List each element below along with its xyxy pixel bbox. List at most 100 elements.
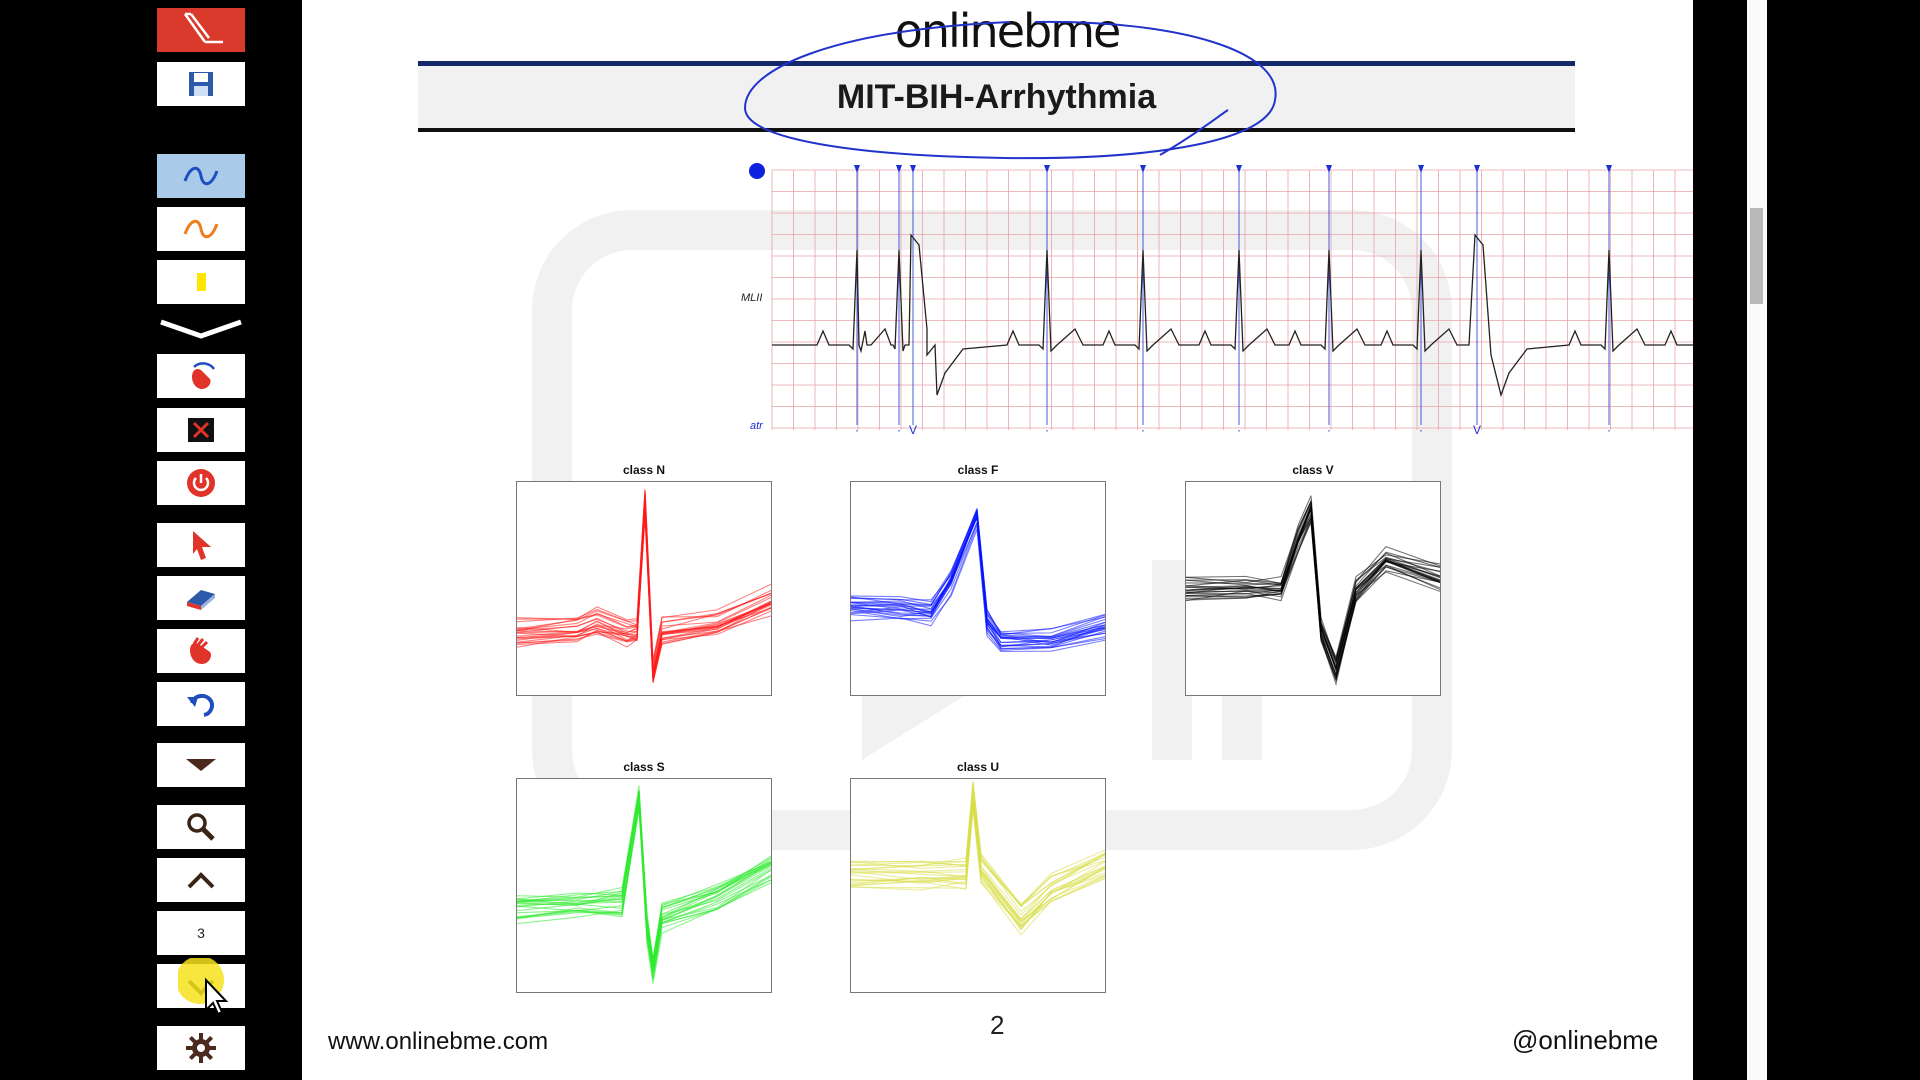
waveform-trace <box>851 529 1105 653</box>
lead-label: MLII <box>741 292 762 304</box>
orange-pen-icon <box>183 219 219 239</box>
vertical-scrollbar[interactable] <box>1747 0 1767 1080</box>
beat-label: · <box>1419 423 1423 437</box>
beat-markers: ··V·····V·· <box>854 165 1612 437</box>
beat-label: · <box>1607 423 1611 437</box>
pen-logo-button[interactable] <box>157 8 245 52</box>
right-margin <box>1767 0 1920 1080</box>
menu-toggle-button[interactable] <box>157 743 245 787</box>
waveform-trace <box>851 515 1105 650</box>
scrollbar-thumb[interactable] <box>1750 208 1763 304</box>
page-number-field[interactable]: 3 <box>157 911 245 955</box>
ecg-trace <box>772 233 1693 398</box>
chevron-down-icon <box>187 979 215 996</box>
panel-title: class U <box>956 760 1000 774</box>
pointer-button[interactable] <box>157 523 245 567</box>
beat-marker-arrow <box>854 165 860 173</box>
waveform-trace <box>851 510 1105 635</box>
power-button[interactable] <box>157 461 245 505</box>
collapse-toolbar-button[interactable] <box>157 318 245 342</box>
title-bar: MIT-BIH-Arrhythmia <box>418 66 1575 132</box>
beat-marker-arrow <box>1418 165 1424 173</box>
beat-label: · <box>1045 423 1049 437</box>
panel-title: class S <box>623 760 665 774</box>
beat-label: V <box>909 423 917 437</box>
undo-button[interactable] <box>157 682 245 726</box>
eraser-button[interactable] <box>157 576 245 620</box>
triangle-down-icon <box>186 759 216 771</box>
footer-handle: @onlinebme <box>1512 1025 1659 1055</box>
hand-button[interactable] <box>157 629 245 673</box>
beat-label: · <box>1237 423 1241 437</box>
search-icon <box>187 813 215 841</box>
beat-label: · <box>1141 423 1145 437</box>
undo-icon <box>187 694 215 717</box>
chevron-up-icon <box>187 872 215 889</box>
waveform-trace <box>517 504 771 677</box>
beat-marker-arrow <box>1474 165 1480 173</box>
zoom-search-button[interactable] <box>157 805 245 849</box>
scroll-gutter <box>1693 0 1747 1080</box>
previous-page-button[interactable] <box>157 858 245 902</box>
waveform-trace <box>851 803 1105 923</box>
waveform-trace <box>517 807 771 979</box>
panel-waveforms <box>1186 495 1440 687</box>
waveform-trace <box>851 801 1105 931</box>
laser-pointer-button[interactable] <box>157 354 245 398</box>
hand-laser-icon <box>192 362 216 389</box>
clear-ink-icon <box>188 418 214 442</box>
ecg-strip: ··V·····V·· MLII atr <box>741 163 1693 437</box>
waveform-trace <box>851 803 1105 928</box>
waveform-trace <box>851 514 1105 648</box>
beat-class-panel <box>850 778 1106 993</box>
beat-label: · <box>855 423 859 437</box>
next-page-button[interactable] <box>157 964 245 1008</box>
blue-pen-button[interactable] <box>157 154 245 198</box>
waveform-trace <box>851 793 1105 922</box>
beat-marker-arrow <box>910 165 916 173</box>
panel-title: class V <box>1292 463 1334 477</box>
page-number: 3 <box>197 925 205 941</box>
panel-waveforms <box>851 780 1105 936</box>
blue-pen-icon <box>183 166 219 186</box>
waveform-trace <box>851 509 1105 636</box>
panel-waveforms <box>517 785 771 984</box>
yellow-highlighter-icon <box>197 273 206 291</box>
beat-marker-arrow <box>1236 165 1242 173</box>
hand-icon <box>190 637 212 664</box>
waveform-trace <box>517 805 771 984</box>
panel-title: class N <box>622 463 666 477</box>
settings-button[interactable] <box>157 1026 245 1070</box>
panel-waveforms <box>851 508 1105 653</box>
waveform-trace <box>517 516 771 683</box>
beat-class-panel <box>1185 481 1441 696</box>
footer-website: www.onlinebme.com <box>328 1028 549 1055</box>
beat-label: · <box>897 423 901 437</box>
waveform-trace <box>517 490 771 661</box>
save-button[interactable] <box>157 62 245 106</box>
beat-marker-arrow <box>1140 165 1146 173</box>
pen-logo-icon <box>183 12 223 44</box>
collapse-chevron-icon <box>160 319 242 339</box>
clear-ink-button[interactable] <box>157 408 245 452</box>
slide-page: onlinebme MIT-BIH-Arrhythmia ··V·····V··… <box>302 0 1693 1080</box>
beat-class-panel <box>850 481 1106 696</box>
beat-marker-arrow <box>1044 165 1050 173</box>
eraser-icon <box>187 590 215 610</box>
gear-icon <box>186 1033 216 1063</box>
waveform-trace <box>517 790 771 962</box>
waveform-trace <box>517 516 771 679</box>
record-dot <box>749 163 765 179</box>
waveform-trace <box>1186 507 1440 672</box>
orange-pen-button[interactable] <box>157 207 245 251</box>
waveform-trace <box>517 796 771 970</box>
panel-title: class F <box>957 463 999 477</box>
panel-waveforms <box>517 489 771 684</box>
slide-title: MIT-BIH-Arrhythmia <box>836 77 1157 116</box>
waveform-trace <box>1186 516 1440 682</box>
highlighter-button[interactable] <box>157 260 245 304</box>
beat-class-panel <box>516 481 772 696</box>
onlinebme-logo: onlinebme <box>894 4 1122 58</box>
power-icon <box>187 469 215 497</box>
footer-page-number: 2 <box>990 1010 1005 1040</box>
